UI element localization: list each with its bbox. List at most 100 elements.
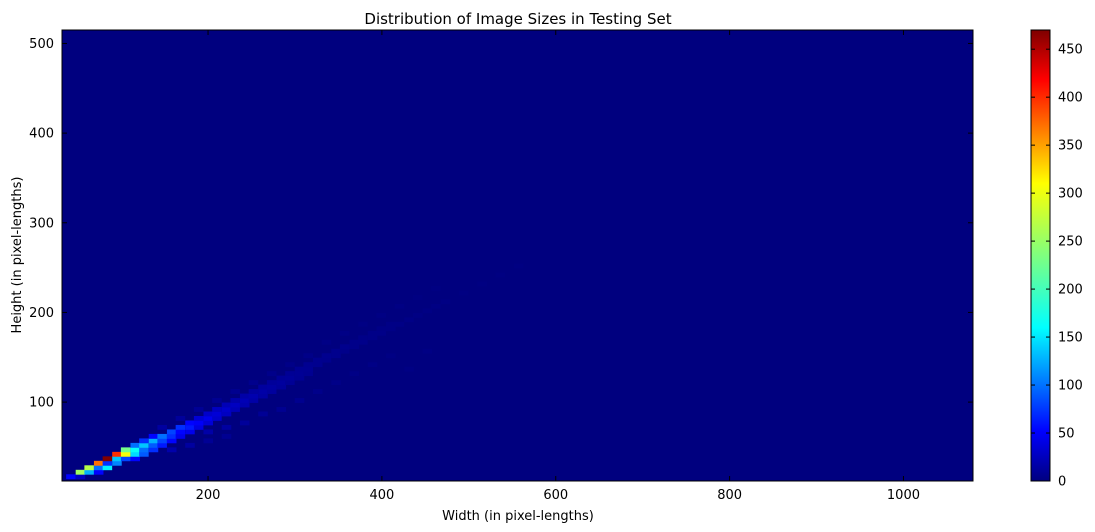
heatmap-cell	[266, 384, 277, 390]
heatmap-cell	[175, 429, 186, 435]
heatmap-cell	[266, 380, 277, 386]
y-tick-label: 200	[29, 306, 54, 321]
heatmap-cell	[294, 398, 305, 403]
heatmap-cell	[321, 339, 332, 345]
heatmap-cell	[258, 411, 268, 417]
heatmap-cell	[148, 433, 159, 439]
heatmap-cell	[193, 424, 204, 430]
heatmap-cell	[376, 330, 386, 336]
heatmap-cell	[339, 348, 350, 354]
heatmap-cell	[185, 424, 195, 430]
heatmap-cell	[212, 416, 222, 421]
heatmap-cell	[358, 335, 368, 341]
heatmap-cell	[139, 451, 149, 457]
heatmap-cell	[230, 398, 240, 403]
heatmap-cell	[313, 362, 323, 368]
heatmap-cell	[386, 326, 396, 332]
y-axis-label: Height (in pixel-lengths)	[10, 177, 25, 334]
heatmap-cell	[276, 375, 287, 381]
heatmap-cell	[221, 407, 232, 412]
heatmap-cell	[258, 389, 268, 394]
heatmap-cell	[230, 407, 240, 412]
heatmap-cell	[239, 398, 250, 403]
heatmap-cell	[285, 371, 295, 377]
heatmap-cell	[93, 465, 104, 471]
x-tick-label: 800	[717, 488, 742, 503]
heatmap-cell	[422, 348, 433, 354]
heatmap-cell	[285, 362, 295, 368]
heatmap-cell	[66, 474, 76, 480]
chart-title: Distribution of Image Sizes in Testing S…	[364, 10, 671, 28]
heatmap-cell	[139, 442, 149, 448]
heatmap-cell	[331, 353, 341, 359]
heatmap-cell	[358, 339, 368, 345]
heatmap-cell	[221, 424, 232, 430]
heatmap-cell	[258, 393, 268, 399]
heatmap-cell	[339, 330, 350, 336]
heatmap-cell	[112, 456, 122, 462]
heatmap-cell	[422, 308, 433, 314]
heatmap-cell	[130, 442, 140, 448]
heatmap-cell	[276, 384, 287, 390]
heatmap-cell	[148, 447, 159, 453]
heatmap-cell	[93, 469, 104, 475]
y-axis-ticks: 100 200 300 400 500	[29, 37, 973, 411]
heatmap-cell	[230, 389, 240, 394]
colorbar-tick-label: 0	[1058, 475, 1066, 490]
heatmap-cell	[120, 447, 131, 453]
heatmap-cell	[276, 407, 287, 412]
heatmap-cell	[477, 281, 487, 287]
heatmap-cell	[331, 380, 341, 386]
heatmap-cell	[203, 429, 213, 435]
heatmap-cell	[193, 416, 204, 421]
heatmap-cell	[294, 366, 305, 372]
heatmap-cell	[157, 438, 167, 444]
heatmap-cell	[412, 312, 423, 318]
heatmap-cell	[303, 371, 313, 377]
heatmap-cell	[248, 389, 259, 394]
heatmap-cell	[386, 321, 396, 327]
heatmap-cell	[285, 380, 295, 386]
colorbar: 0 50 100 150 200 250 300 350 400 450	[1030, 29, 1083, 490]
heatmap-cell	[185, 442, 195, 448]
colorbar-tick-label: 150	[1058, 331, 1083, 346]
heatmap-cell	[440, 299, 451, 305]
heatmap-cell	[193, 420, 204, 426]
heatmap-cell	[303, 366, 313, 372]
colorbar-tick-label: 200	[1058, 283, 1083, 298]
heatmap-cell	[112, 451, 122, 457]
heatmap-cell	[112, 460, 122, 466]
colorbar-gradient	[1030, 29, 1051, 482]
colorbar-tick-label: 300	[1058, 187, 1083, 202]
heatmap-cell	[130, 447, 140, 453]
x-tick-label: 600	[543, 488, 568, 503]
heatmap-cell	[367, 330, 378, 336]
heatmap-cell	[239, 393, 250, 399]
heatmap-cell	[157, 433, 167, 439]
heatmap-cell	[248, 380, 259, 386]
heatmap-cell	[120, 451, 131, 457]
heatmap-cell	[175, 433, 186, 439]
heatmap-cell	[212, 398, 222, 403]
heatmap-cell	[230, 402, 240, 408]
heatmap-cell	[513, 263, 524, 269]
plot-frame	[61, 29, 974, 482]
heatmap-cell	[130, 456, 140, 462]
heatmap-cell	[203, 420, 213, 426]
heatmap-cell	[193, 407, 204, 412]
heatmap-cell	[157, 442, 167, 448]
heatmap-cell	[84, 465, 94, 471]
heatmap-cell	[339, 344, 350, 350]
colorbar-tick-label: 50	[1058, 427, 1075, 442]
heatmap-cell	[175, 424, 186, 430]
heatmap-cell	[102, 460, 113, 466]
heatmap-cell	[431, 285, 441, 291]
heatmap-cell	[266, 371, 277, 377]
heatmap-cell	[349, 371, 360, 377]
plot-area	[61, 29, 974, 482]
heatmap-cell	[412, 294, 423, 300]
heatmap-cell	[394, 303, 405, 309]
heatmap-cell	[139, 447, 149, 453]
heatmap-cell	[331, 348, 341, 354]
